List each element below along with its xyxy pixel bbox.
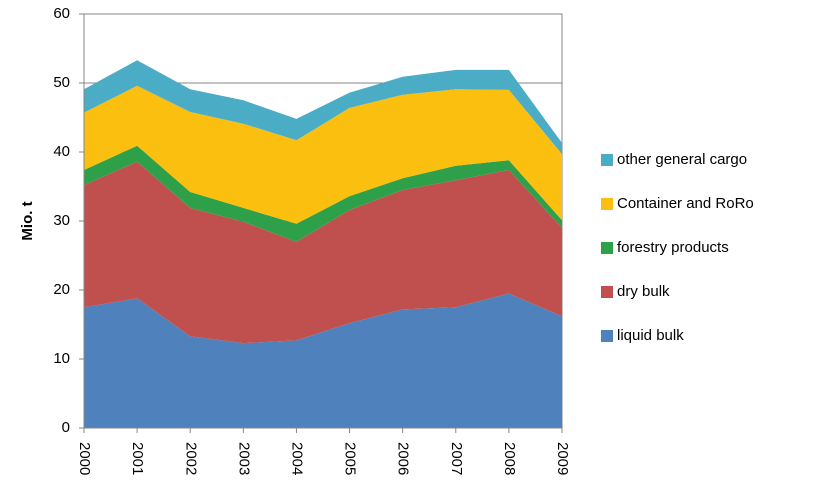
legend-label: dry bulk [617,283,670,300]
x-tick-label: 2003 [235,442,252,475]
legend-label: other general cargo [617,151,747,168]
area [84,60,562,155]
y-tick-label: 40 [53,143,70,160]
x-tick-label: 2007 [448,442,465,475]
legend-swatch [601,198,613,210]
y-tick-label: 0 [62,419,70,436]
x-tick-label: 2006 [395,442,412,475]
x-tick-label: 2005 [342,442,359,475]
y-tick-label: 50 [53,74,70,91]
legend-swatch [601,286,613,298]
legend-swatch [601,154,613,166]
x-tick-label: 2001 [129,442,146,475]
legend-swatch [601,242,613,254]
x-tick-label: 2004 [288,442,305,475]
x-tick-label: 2000 [76,442,93,475]
y-axis-label: Mio. t [19,201,36,240]
area [84,145,562,242]
area [84,293,562,428]
y-tick-label: 10 [53,350,70,367]
x-tick-label: 2008 [501,442,518,475]
y-tick-label: 30 [53,212,70,229]
y-tick-label: 20 [53,281,70,298]
legend-label: forestry products [617,239,729,256]
y-tick-label: 60 [53,5,70,22]
area [84,161,562,344]
area [84,85,562,224]
x-tick-label: 2009 [554,442,571,475]
legend-label: liquid bulk [617,327,684,344]
x-tick-label: 2002 [182,442,199,475]
legend-swatch [601,330,613,342]
legend-label: Container and RoRo [617,195,754,212]
